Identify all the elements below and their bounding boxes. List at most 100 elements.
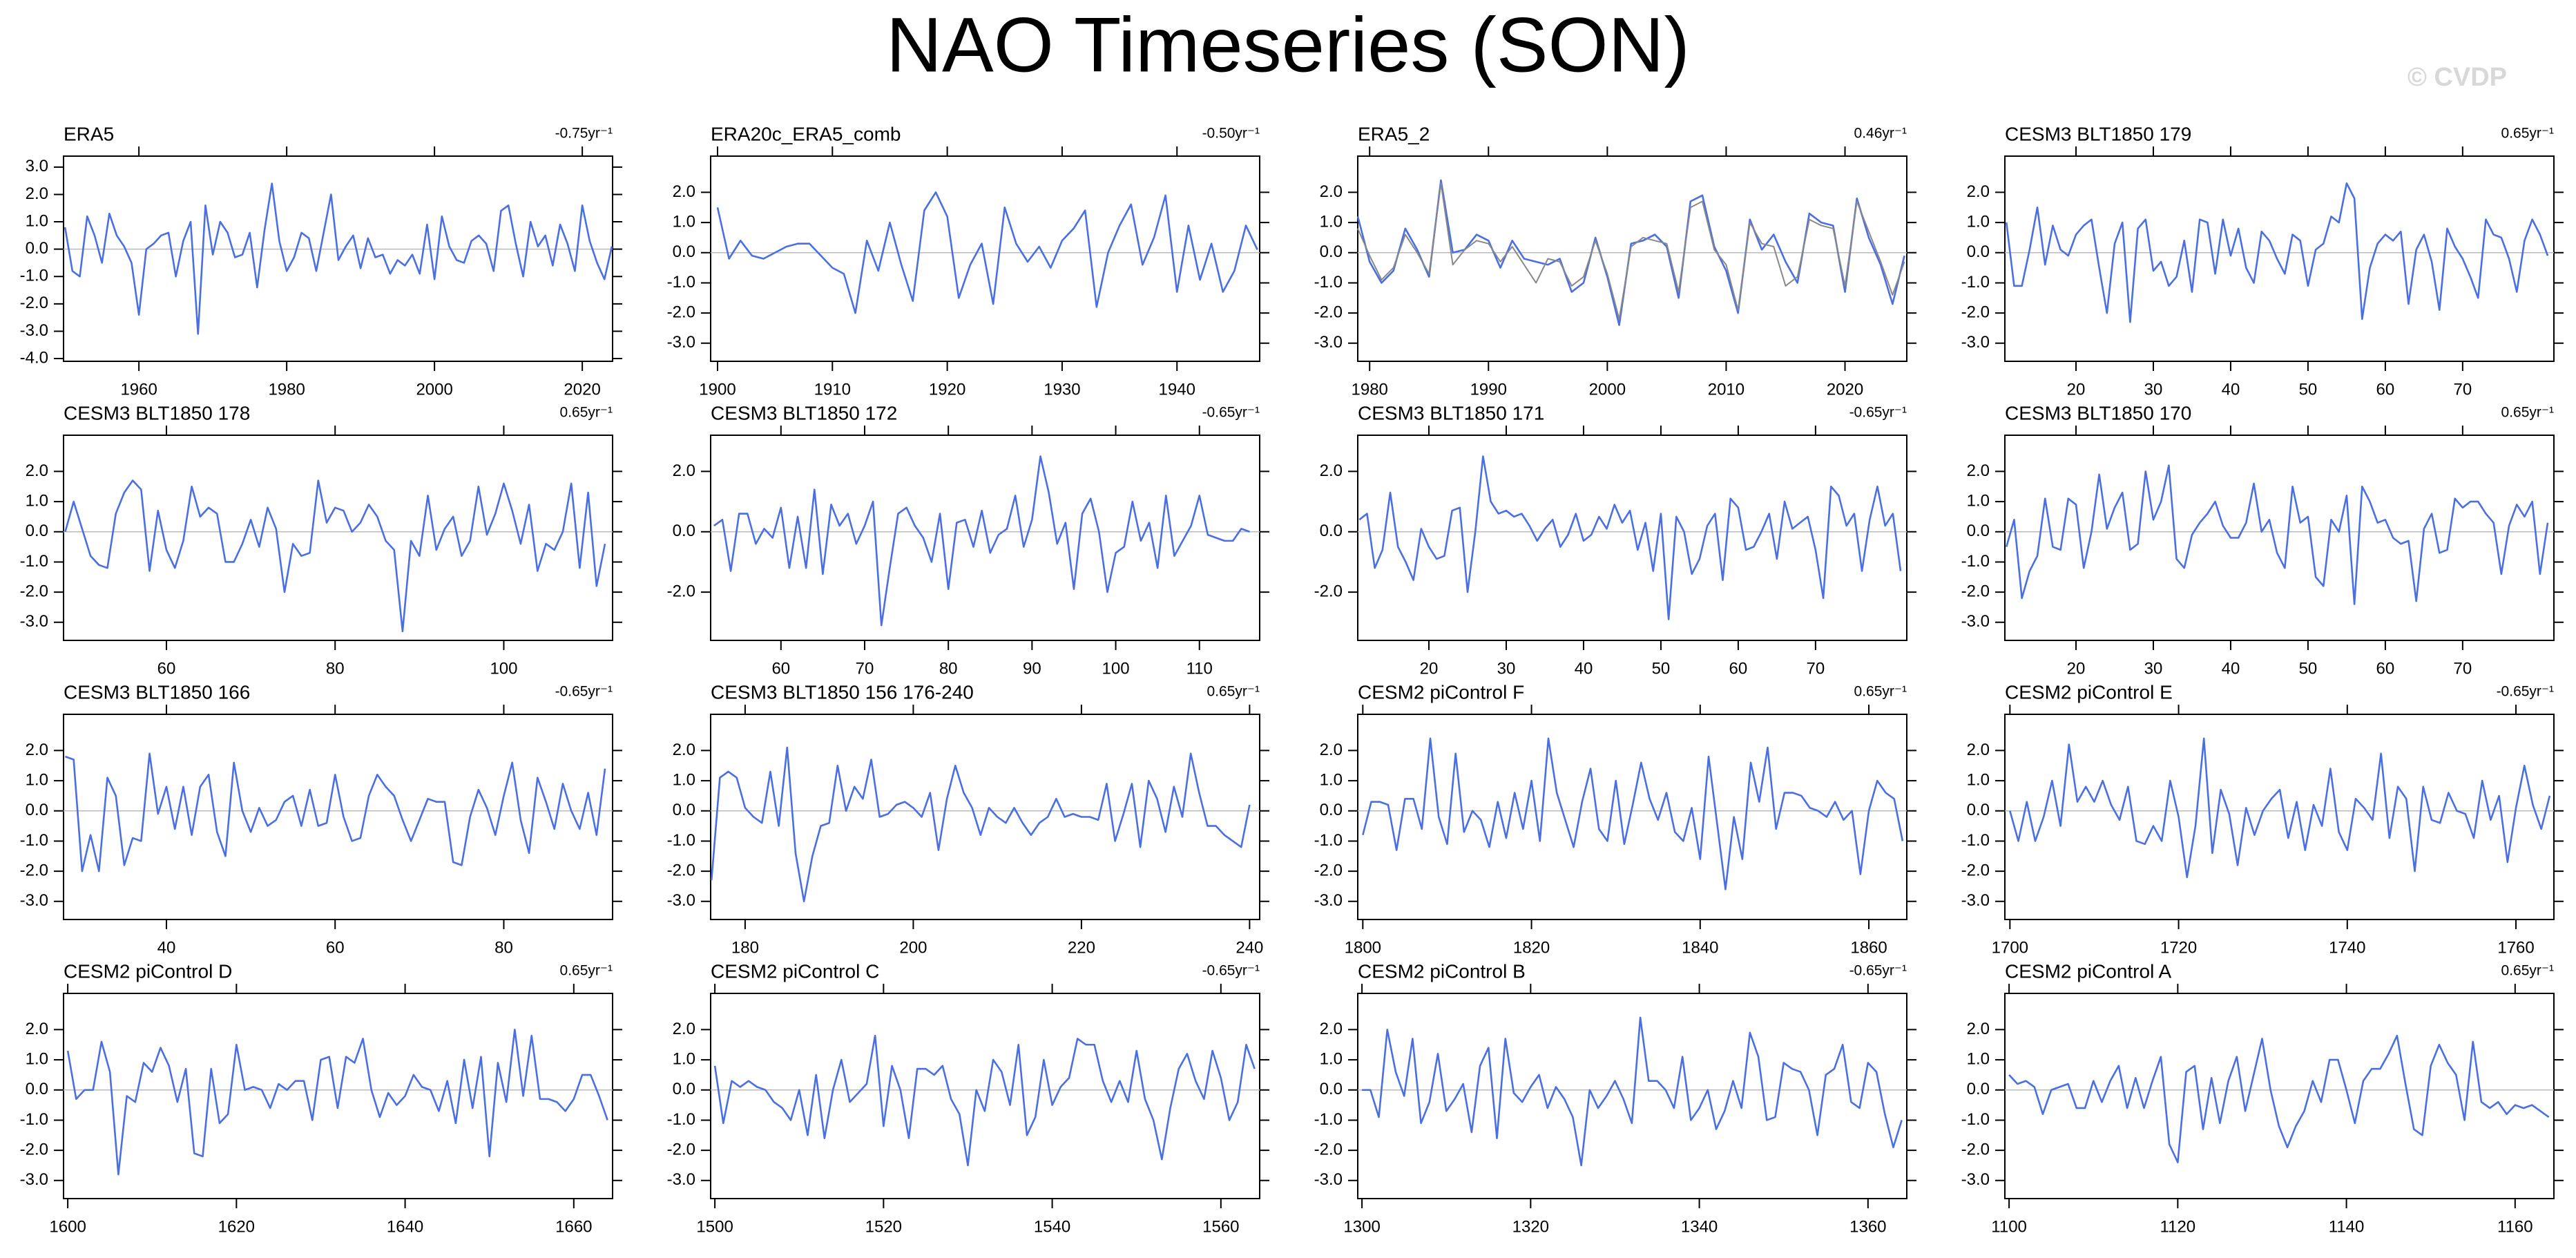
y-tick-label: 1.0 xyxy=(673,770,695,789)
trend-label: -0.65yr⁻¹ xyxy=(2497,684,2554,700)
trend-label: 0.65yr⁻¹ xyxy=(1207,684,1260,700)
y-tick-label: 1.0 xyxy=(1967,491,1990,510)
y-tick-label: 2.0 xyxy=(1967,1020,1990,1038)
panel-title: ERA5_2 xyxy=(1358,123,1430,144)
y-tick-label: 0.0 xyxy=(26,522,48,540)
y-tick-label: -3.0 xyxy=(20,1170,48,1189)
plot-frame xyxy=(63,993,613,1199)
panel-title: CESM2 piControl B xyxy=(1358,960,1526,982)
x-tick-label: 2010 xyxy=(1708,380,1744,399)
y-tick-label: 2.0 xyxy=(1967,461,1990,480)
y-tick-label: 0.0 xyxy=(1967,1080,1990,1098)
plot-frame xyxy=(2004,155,2555,362)
y-tick-label: 3.0 xyxy=(26,157,48,175)
y-tick-label: -2.0 xyxy=(667,861,695,879)
series-line xyxy=(710,746,1251,903)
y-tick-label: -2.0 xyxy=(1961,861,1990,879)
x-tick-label: 1600 xyxy=(49,1217,86,1236)
x-tick-label: 1980 xyxy=(1352,380,1388,399)
y-tick-label: -2.0 xyxy=(1961,1140,1990,1159)
y-tick-label: 2.0 xyxy=(26,1020,48,1038)
x-tick-label: 30 xyxy=(2144,380,2163,399)
y-tick-label: 2.0 xyxy=(673,1020,695,1038)
y-tick-label: 2.0 xyxy=(673,461,695,480)
y-tick-label: -2.0 xyxy=(20,1140,48,1159)
y-tick-label: 1.0 xyxy=(26,211,48,230)
y-tick-label: -3.0 xyxy=(20,321,48,340)
series-line xyxy=(2008,1034,2550,1163)
y-tick-label: 0.0 xyxy=(1967,522,1990,540)
series-line xyxy=(65,752,606,873)
y-tick-label: -1.0 xyxy=(20,267,48,285)
y-tick-label: 0.0 xyxy=(1967,242,1990,261)
panel-title: CESM3 BLT1850 166 xyxy=(64,681,250,703)
trend-label: -0.50yr⁻¹ xyxy=(1202,126,1260,142)
x-tick-label: 2020 xyxy=(1827,380,1863,399)
x-tick-label: 1940 xyxy=(1159,380,1195,399)
y-tick-label: -1.0 xyxy=(1961,1110,1990,1129)
y-tick-label: 1.0 xyxy=(26,770,48,789)
series-line xyxy=(1362,1016,1903,1167)
trend-label: -0.65yr⁻¹ xyxy=(1202,963,1260,979)
x-tick-label: 70 xyxy=(2454,659,2472,678)
trend-label: 0.65yr⁻¹ xyxy=(1854,684,1907,700)
y-tick-label: 2.0 xyxy=(1320,182,1343,201)
trend-label: 0.65yr⁻¹ xyxy=(560,963,613,979)
x-tick-label: 1500 xyxy=(696,1217,733,1236)
y-tick-label: -1.0 xyxy=(1314,273,1343,292)
x-tick-label: 100 xyxy=(1102,659,1130,678)
x-tick-label: 1560 xyxy=(1202,1217,1239,1236)
plot-frame xyxy=(63,155,613,362)
y-tick-label: -2.0 xyxy=(1961,582,1990,600)
y-tick-label: -1.0 xyxy=(20,1110,48,1129)
x-tick-label: 1360 xyxy=(1849,1217,1886,1236)
series-line xyxy=(1356,179,1905,326)
x-tick-label: 80 xyxy=(494,938,513,957)
y-tick-label: -3.0 xyxy=(1314,891,1343,910)
series-line xyxy=(1357,182,1905,320)
watermark: © CVDP xyxy=(2407,63,2507,92)
x-tick-label: 1910 xyxy=(814,380,851,399)
panel-title: ERA20c_ERA5_comb xyxy=(711,123,901,144)
panel-title: ERA5 xyxy=(64,123,114,144)
y-tick-label: -1.0 xyxy=(20,831,48,850)
x-tick-label: 2000 xyxy=(416,380,452,399)
y-tick-label: -1.0 xyxy=(1961,831,1990,850)
x-tick-label: 1990 xyxy=(1470,380,1507,399)
x-tick-label: 50 xyxy=(1652,659,1671,678)
plot-frame xyxy=(2004,993,2555,1199)
x-tick-label: 1840 xyxy=(1682,938,1718,957)
y-tick-label: 2.0 xyxy=(673,741,695,759)
y-tick-label: -1.0 xyxy=(667,1110,695,1129)
x-tick-label: 1540 xyxy=(1034,1217,1070,1236)
y-tick-label: -2.0 xyxy=(1961,303,1990,321)
panel-title: CESM2 piControl E xyxy=(2005,681,2173,703)
panel-title: CESM2 piControl A xyxy=(2005,960,2172,982)
x-tick-label: 1120 xyxy=(2160,1217,2196,1236)
x-tick-label: 90 xyxy=(1023,659,1041,678)
page-title: NAO Timeseries (SON) xyxy=(886,2,1690,88)
y-tick-label: 1.0 xyxy=(1320,770,1343,789)
x-tick-label: 1760 xyxy=(2497,938,2534,957)
x-tick-label: 1160 xyxy=(2497,1217,2533,1236)
y-tick-label: 1.0 xyxy=(26,491,48,510)
y-tick-label: 0.0 xyxy=(26,801,48,819)
y-tick-label: -3.0 xyxy=(1961,612,1990,631)
x-tick-label: 1700 xyxy=(1992,938,2028,957)
y-tick-label: 0.0 xyxy=(673,801,695,819)
x-tick-label: 60 xyxy=(771,659,790,678)
y-tick-label: -3.0 xyxy=(667,1170,695,1189)
series-line xyxy=(64,479,606,633)
panel-title: CESM3 BLT1850 170 xyxy=(2005,402,2191,423)
y-tick-label: -3.0 xyxy=(1314,333,1343,352)
series-line xyxy=(2009,737,2551,879)
plot-frame xyxy=(63,435,613,641)
plot-frame xyxy=(710,435,1260,641)
x-tick-label: 60 xyxy=(326,938,345,957)
x-tick-label: 240 xyxy=(1236,938,1263,957)
x-tick-label: 40 xyxy=(2222,659,2240,678)
panel-title: CESM3 BLT1850 156 176-240 xyxy=(711,681,974,703)
y-tick-label: -1.0 xyxy=(1314,831,1343,850)
x-tick-label: 60 xyxy=(1729,659,1748,678)
